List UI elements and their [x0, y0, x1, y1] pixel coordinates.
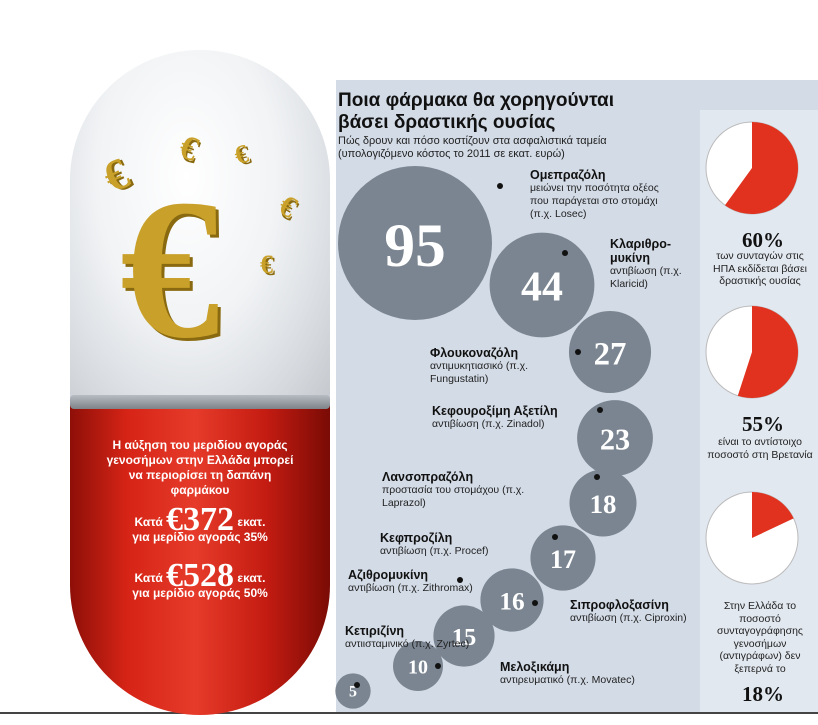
saving-unit: εκατ.	[237, 515, 266, 529]
connector-dot	[457, 577, 463, 583]
bubble-value-label: 16	[499, 587, 524, 615]
bubble-23	[577, 400, 653, 476]
pill-capsule-red-half	[70, 400, 330, 715]
bubble-95	[338, 166, 492, 320]
pie-slice	[724, 122, 798, 214]
connector-dot	[435, 663, 441, 669]
bubble-label: Αζιθρομυκίνη αντιβίωση (π.χ. Zithromax)	[348, 568, 498, 595]
chart-title: Ποια φάρμακα θα χορηγούνται βάσει δραστι…	[338, 90, 614, 133]
bottom-rule	[0, 712, 818, 714]
drug-description: αντιβίωση (π.χ. Zinadol)	[432, 418, 545, 430]
connector-dot	[552, 534, 558, 540]
saving-unit: εκατ.	[237, 571, 266, 585]
pie-slice	[752, 492, 794, 538]
bubble-18	[569, 469, 637, 537]
pie-1-percent: 60%	[742, 228, 784, 252]
pill-capsule-clear-half	[70, 50, 330, 410]
connector-dot	[532, 600, 538, 606]
chart-subtitle: Πώς δρουν και πόσο κοστίζουν στα ασφαλισ…	[338, 135, 607, 160]
drug-name: Κετιριζίνη	[345, 624, 405, 638]
bubble-value-label: 5	[349, 683, 357, 700]
bubble-value-label: 17	[550, 545, 576, 574]
drug-name: Λανσοπραζόλη	[382, 470, 474, 484]
bubble-label: Μελοξικάμη αντιρευματικό (π.χ. Movatec)	[500, 660, 650, 687]
pie-2-percent: 55%	[742, 412, 784, 436]
bubble-label: Κετιριζίνη αντιισταμινικό (π.χ. Zyrtec)	[345, 624, 495, 651]
bubble-value-label: 15	[452, 624, 476, 651]
bubble-16	[480, 568, 544, 632]
pie-3-percent: 18%	[742, 682, 784, 706]
bubble-10	[393, 641, 443, 691]
bubble-value-label: 10	[408, 656, 428, 678]
pie-3-note: Στην Ελλάδα το ποσοστό συνταγογράφησης γ…	[717, 600, 803, 675]
drug-description: αντιβίωση (π.χ. Klaricid)	[610, 265, 682, 290]
bubble-17	[530, 525, 596, 591]
bubble-value-label: 27	[594, 336, 627, 372]
connector-dot	[497, 183, 503, 189]
pie-1-note: των συνταγών στις ΗΠΑ εκδίδεται βάσει δρ…	[713, 250, 807, 287]
pill-intro-text: Η αύξηση του μεριδίου αγοράς γενοσήμων σ…	[106, 438, 294, 497]
saving-prefix: Κατά	[134, 515, 163, 529]
bubble-value-label: 95	[384, 212, 446, 280]
saving-prefix: Κατά	[134, 571, 163, 585]
drug-description: αντιμυκητιασικό (π.χ. Fungustatin)	[430, 360, 529, 385]
bubble-5	[335, 673, 371, 709]
bubble-value-label: 23	[600, 422, 630, 456]
connector-dot	[575, 349, 581, 355]
bubble-label: Ομεπραζόλη μειώνει την ποσότητα οξέος που…	[530, 168, 680, 221]
bubble-27	[568, 310, 652, 394]
bubble-value-label: 44	[521, 265, 563, 311]
drug-name: Κλαριθρο-μυκίνη	[610, 237, 672, 265]
drug-description: μειώνει την ποσότητα οξέος που παράγεται…	[530, 182, 659, 220]
drug-name: Κεφουροξίμη Αξετίλη	[432, 404, 558, 418]
bubble-label: Κεφπροζίλη αντιβίωση (π.χ. Procef)	[380, 531, 530, 558]
drug-name: Μελοξικάμη	[500, 660, 570, 674]
pie-2-note: είναι το αντίστοιχο ποσοστό στη Βρετανία	[707, 436, 813, 461]
drug-description: αντιβίωση (π.χ. Procef)	[380, 545, 489, 557]
connector-dot	[597, 407, 603, 413]
saving-note: για μερίδιο αγοράς 50%	[132, 586, 268, 600]
pill-saving-35: Κατά €372 εκατ. για μερίδιο αγοράς 35%	[100, 503, 300, 545]
connector-dot	[594, 474, 600, 480]
bubble-label: Σιπροφλοξασίνη αντιβίωση (π.χ. Ciproxin)	[570, 598, 720, 625]
bubble-44	[489, 232, 595, 338]
bubble-label: Λανσοπραζόλη προστασία του στομάχου (π.χ.…	[382, 470, 532, 510]
connector-dot	[562, 250, 568, 256]
drug-name: Κεφπροζίλη	[380, 531, 453, 545]
bubble-label: Κεφουροξίμη Αξετίλη αντιβίωση (π.χ. Zinad…	[432, 404, 582, 431]
drug-description: αντιισταμινικό (π.χ. Zyrtec)	[345, 638, 470, 650]
euro-symbol-icon: €	[120, 159, 220, 380]
bubble-value-label: 18	[590, 489, 617, 519]
drug-name: Φλουκοναζόλη	[430, 346, 519, 360]
drug-description: αντιβίωση (π.χ. Zithromax)	[348, 582, 473, 594]
pill-saving-50: Κατά €528 εκατ. για μερίδιο αγοράς 50%	[100, 559, 300, 601]
bubble-15	[433, 605, 495, 667]
bubble-label: Κλαριθρο-μυκίνη αντιβίωση (π.χ. Klaricid)	[610, 237, 695, 291]
drug-name: Αζιθρομυκίνη	[348, 568, 429, 582]
drug-description: αντιβίωση (π.χ. Ciproxin)	[570, 612, 687, 624]
saving-note: για μερίδιο αγοράς 35%	[132, 530, 268, 544]
drug-name: Σιπροφλοξασίνη	[570, 598, 669, 612]
drug-description: προστασία του στομάχου (π.χ. Laprazol)	[382, 484, 525, 509]
drug-name: Ομεπραζόλη	[530, 168, 606, 182]
euro-coin-icon: €	[260, 250, 273, 279]
drug-description: αντιρευματικό (π.χ. Movatec)	[500, 674, 635, 686]
bubble-label: Φλουκοναζόλη αντιμυκητιασικό (π.χ. Fungus…	[430, 346, 580, 386]
connector-dot	[354, 682, 360, 688]
pill-band	[70, 395, 330, 409]
pie-slice	[737, 306, 798, 398]
